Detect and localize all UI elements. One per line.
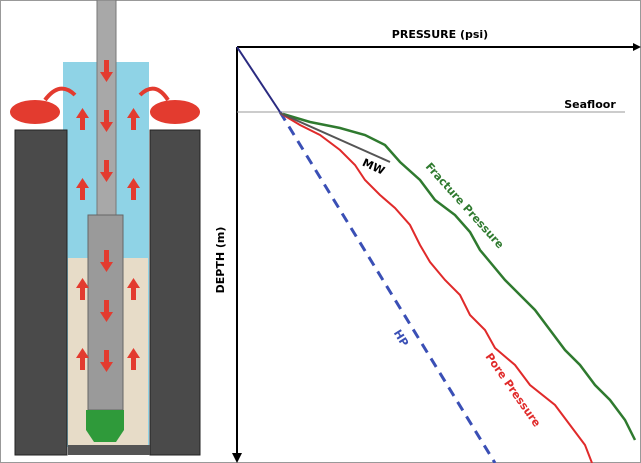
- drill-pipe: [96, 0, 117, 219]
- x-axis-arrow: [633, 43, 641, 51]
- flow-arrows: [10, 60, 200, 372]
- seafloor-label: Seafloor: [564, 98, 616, 111]
- overflow-arrow: [43, 86, 77, 102]
- pore-pressure-curve: [279, 112, 593, 463]
- bottom: [68, 445, 150, 455]
- y-axis-label: DEPTH (m): [214, 227, 227, 294]
- mw-line: [279, 112, 391, 163]
- wellbore-schematic: [10, 0, 201, 456]
- y-axis-arrow: [232, 453, 242, 463]
- hp-line: [278, 111, 497, 463]
- water-gradient: [236, 46, 281, 113]
- drill-bit: [86, 410, 124, 442]
- right-wall: [149, 129, 201, 456]
- left-wall: [14, 129, 68, 456]
- fracture-pressure-curve: [282, 112, 637, 441]
- overflow-arrow: [138, 86, 170, 102]
- x-axis-label: PRESSURE (psi): [392, 28, 488, 41]
